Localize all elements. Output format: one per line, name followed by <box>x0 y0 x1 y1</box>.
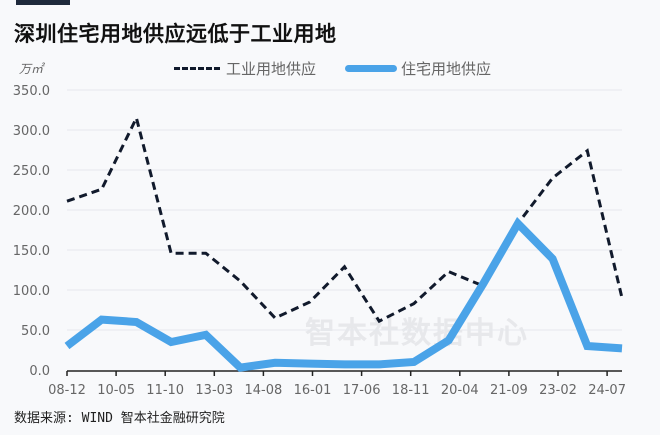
x-tick-label: 08-12 <box>48 383 86 398</box>
y-tick-label: 250.0 <box>13 164 50 179</box>
x-tick-label: 23-02 <box>539 383 577 398</box>
dashed-line-swatch-icon <box>174 67 220 70</box>
data-series <box>64 113 624 372</box>
x-tick-label: 21-09 <box>490 383 528 398</box>
legend-label: 住宅用地供应 <box>401 60 492 78</box>
solid-line-swatch-icon <box>345 65 397 72</box>
y-axis-unit: 万㎡ <box>19 62 44 76</box>
watermark: 智本社数据中心 <box>305 316 529 351</box>
data-source: 数据来源: WIND 智本社金融研究院 <box>14 411 225 426</box>
y-tick-label: 300.0 <box>13 124 50 139</box>
x-tick-label: 11-10 <box>146 383 184 398</box>
x-tick-label: 24-07 <box>588 383 626 398</box>
x-tick-label: 20-04 <box>441 383 479 398</box>
x-tick-label: 10-05 <box>97 383 135 398</box>
y-tick-label: 350.0 <box>13 84 50 99</box>
legend-item-industrial: 工业用地供应 <box>174 58 316 79</box>
legend-item-residential: 住宅用地供应 <box>345 58 491 79</box>
residential-supply-line <box>64 217 623 372</box>
legend-label: 工业用地供应 <box>226 60 317 78</box>
chart-title: 深圳住宅用地供应远低于工业用地 <box>14 22 337 46</box>
top-accent-bar <box>16 0 70 5</box>
x-tick-label: 13-03 <box>195 383 233 398</box>
x-tick-label: 18-11 <box>392 383 430 398</box>
y-tick-label: 150.0 <box>13 244 50 259</box>
y-tick-label: 50.0 <box>21 324 50 339</box>
y-axis-ticks: 0.0 50.0 100.0 150.0 200.0 250.0 300.0 350.0 <box>13 84 50 379</box>
y-tick-label: 200.0 <box>13 204 50 219</box>
y-tick-label: 0.0 <box>29 364 50 379</box>
x-axis: 08-12 10-05 11-10 13-03 14-08 16-01 17-06 18-11… <box>48 370 626 398</box>
x-tick-label: 14-08 <box>245 383 283 398</box>
gridlines <box>67 89 622 331</box>
x-tick-label: 16-01 <box>294 383 332 398</box>
x-tick-label: 17-06 <box>343 383 381 398</box>
industrial-supply-line <box>66 113 624 324</box>
y-tick-label: 100.0 <box>13 284 50 299</box>
